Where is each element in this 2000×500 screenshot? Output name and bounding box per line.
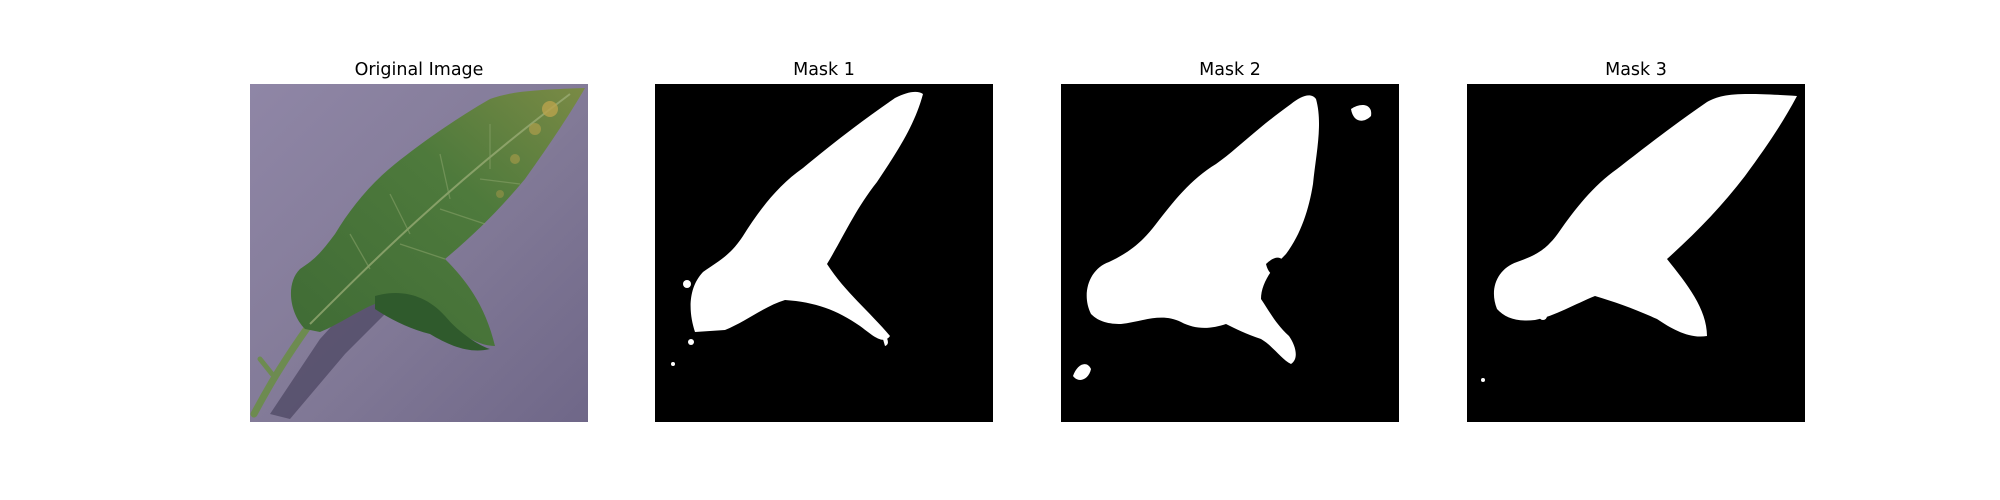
mask-2-image: [1061, 84, 1399, 422]
mask-3-foreground: [1493, 94, 1797, 337]
mask-3-image: [1467, 84, 1805, 422]
leaf-stem: [250, 320, 314, 418]
panel-title-mask-3: Mask 3: [1605, 60, 1667, 80]
mask-1-panel: [655, 84, 993, 422]
mask-3-panel: [1467, 84, 1805, 422]
original-image-panel: [250, 84, 588, 422]
panel-title-mask-1: Mask 1: [793, 60, 855, 80]
mask-2-panel: [1061, 84, 1399, 422]
mask-1-image: [655, 84, 993, 422]
mask-1-foreground: [690, 91, 923, 340]
panel-title-mask-2: Mask 2: [1199, 60, 1261, 80]
leaf-blade: [290, 88, 585, 346]
mask-2-foreground: [1086, 95, 1320, 364]
leaf-photo: [250, 84, 588, 422]
panel-title-original-image: Original Image: [354, 60, 484, 80]
leaf-lower-lobe: [375, 293, 490, 351]
